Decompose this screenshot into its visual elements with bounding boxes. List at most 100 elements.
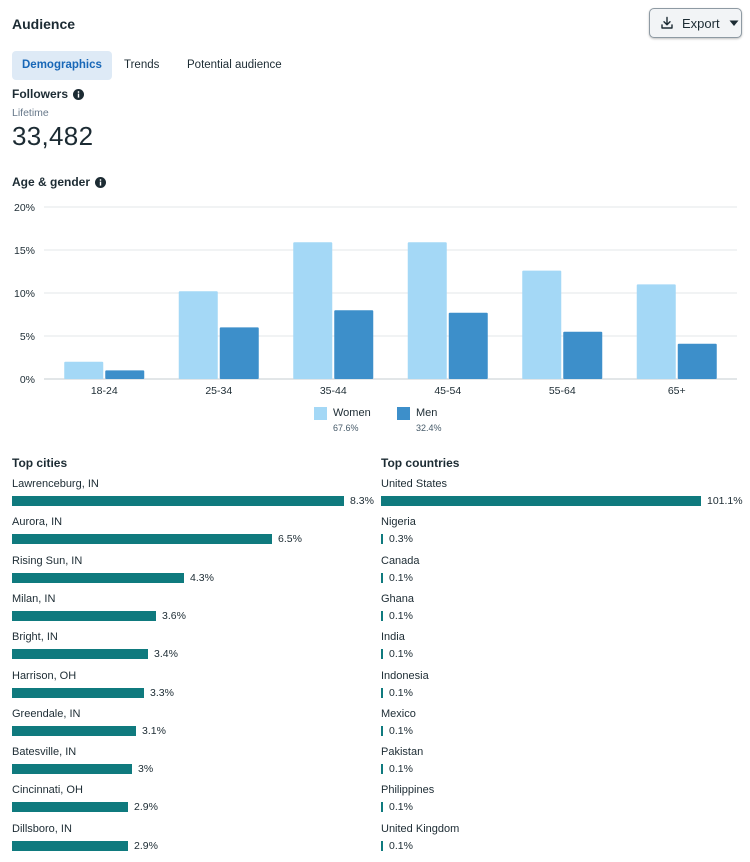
bar-men-45-54	[448, 312, 488, 379]
country-value: 0.1%	[389, 571, 413, 584]
legend-label-men: Men	[416, 407, 438, 419]
country-bar	[381, 572, 383, 583]
country-value: 0.1%	[389, 763, 413, 776]
y-tick-label: 0%	[20, 374, 35, 386]
city-name: Greendale, IN	[12, 707, 81, 720]
legend-pct-women: 67.6%	[333, 423, 359, 433]
country-name: Philippines	[381, 784, 435, 797]
age-gender-heading: Age & gender	[12, 175, 107, 189]
tab-demographics[interactable]: Demographics	[12, 51, 112, 80]
country-name: Pakistan	[381, 746, 424, 759]
bar-women-18-24	[64, 361, 104, 379]
country-bar	[381, 610, 383, 621]
city-value: 2.9%	[134, 839, 158, 852]
city-bar	[12, 534, 272, 545]
followers-heading-label: Followers	[12, 87, 69, 101]
city-name: Aurora, IN	[12, 516, 63, 529]
top-countries-heading: Top countries	[381, 456, 460, 470]
country-value: 0.1%	[389, 609, 413, 622]
country-name: United States	[381, 478, 448, 490]
city-value: 3.6%	[162, 609, 186, 622]
city-bar	[12, 496, 344, 506]
country-name: Nigeria	[381, 516, 416, 529]
city-name: Batesville, IN	[12, 746, 77, 759]
legend-swatch-men	[397, 407, 410, 420]
city-value: 3.1%	[142, 724, 166, 737]
country-bar	[381, 496, 701, 506]
followers-sublabel: Lifetime	[12, 107, 49, 119]
city-name: Milan, IN	[12, 592, 56, 605]
city-value: 3.4%	[154, 648, 178, 661]
bar-men-18-24	[105, 370, 145, 379]
city-name: Harrison, OH	[12, 669, 77, 682]
city-name: Cincinnati, OH	[12, 784, 83, 797]
download-icon	[661, 16, 673, 29]
bar-women-35-44	[293, 242, 333, 379]
city-bar	[12, 725, 136, 736]
bar-women-65+	[636, 284, 676, 379]
country-value: 0.1%	[389, 648, 413, 661]
tab-potential-audience[interactable]: Potential audience	[187, 59, 282, 71]
country-value: 0.1%	[389, 686, 413, 699]
city-value: 3%	[138, 763, 154, 776]
age-gender-heading-label: Age & gender	[12, 175, 91, 189]
top-cities-heading: Top cities	[12, 456, 68, 470]
country-bar	[381, 687, 383, 698]
followers-count: 33,482	[12, 121, 94, 151]
country-bar	[381, 802, 383, 813]
y-tick-label: 15%	[14, 245, 35, 257]
city-name: Dillsboro, IN	[12, 822, 72, 835]
bar-women-25-34	[178, 291, 218, 379]
bar-men-35-44	[334, 310, 374, 379]
followers-heading: Followers	[12, 87, 85, 101]
legend-pct-men: 32.4%	[416, 423, 442, 433]
city-bar	[12, 764, 132, 775]
city-bar	[12, 572, 184, 583]
country-bar	[381, 534, 383, 545]
age-gender-chart: 0% 5% 10% 15% 20% 18-24 25-34 35-44 45-54 55-64 65…	[14, 202, 737, 397]
export-button[interactable]: Export	[649, 8, 742, 38]
bar-women-55-64	[522, 270, 562, 379]
city-bar	[12, 840, 128, 851]
legend-label-women: Women	[333, 407, 371, 419]
caret-down-icon	[729, 20, 739, 26]
country-value: 0.1%	[389, 724, 413, 737]
city-bar	[12, 649, 148, 660]
x-tick-label: 25-34	[205, 385, 232, 397]
page-title: Audience	[12, 16, 76, 32]
city-name: Rising Sun, IN	[12, 554, 83, 567]
info-icon[interactable]	[95, 176, 107, 188]
city-name: Lawrenceburg, IN	[12, 478, 99, 490]
bar-men-55-64	[563, 331, 603, 379]
country-name: Canada	[381, 554, 420, 567]
info-icon[interactable]	[73, 88, 85, 100]
country-bar	[381, 725, 383, 736]
country-value: 0.3%	[389, 533, 413, 546]
x-tick-label: 35-44	[320, 385, 347, 397]
country-name: Indonesia	[381, 669, 429, 682]
x-tick-label: 65+	[668, 385, 686, 397]
city-value: 6.5%	[278, 533, 302, 546]
bar-men-25-34	[219, 327, 259, 379]
country-name: Mexico	[381, 707, 416, 720]
city-bar	[12, 610, 156, 621]
city-value: 3.3%	[150, 686, 174, 699]
country-bar	[381, 649, 383, 660]
x-tick-label: 18-24	[91, 385, 118, 397]
country-value: 0.1%	[389, 839, 413, 852]
bar-men-65+	[677, 343, 717, 379]
city-bar	[12, 802, 128, 813]
city-value: 4.3%	[190, 571, 214, 584]
y-tick-label: 20%	[14, 202, 35, 214]
city-value: 8.3%	[350, 495, 374, 507]
x-tick-label: 45-54	[434, 385, 461, 397]
city-value: 2.9%	[134, 801, 158, 814]
city-bar	[12, 687, 144, 698]
city-name: Bright, IN	[12, 631, 58, 644]
country-name: Ghana	[381, 592, 415, 605]
y-tick-label: 5%	[20, 331, 35, 343]
tab-trends[interactable]: Trends	[124, 59, 160, 71]
country-bar	[381, 840, 383, 851]
country-value: 101.1%	[707, 495, 743, 507]
export-button-label: Export	[682, 15, 720, 31]
